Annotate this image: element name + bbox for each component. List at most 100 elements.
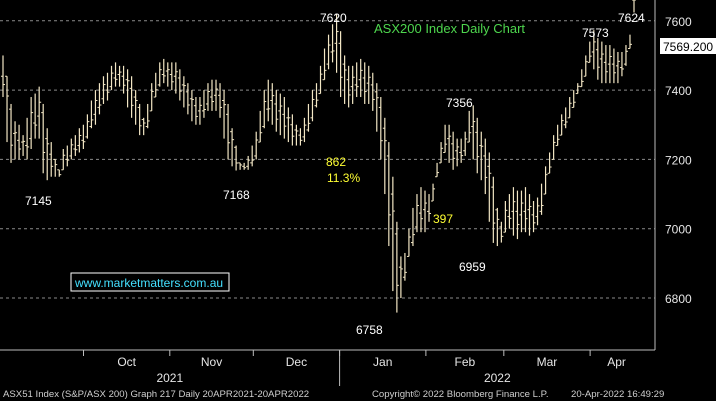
footer-timestamp: 20-Apr-2022 16:49:29 [571, 389, 664, 400]
ohlc-bar [423, 190, 428, 233]
x-year-label: 2022 [484, 371, 511, 385]
ohlc-bar [298, 128, 303, 146]
ohlc-bar [121, 65, 126, 94]
ohlc-bar [354, 62, 359, 98]
ohlc-bar [185, 83, 190, 115]
ohlc-bar [69, 138, 74, 160]
ohlc-bar [274, 90, 279, 132]
ohlc-bar [579, 69, 584, 88]
ohlc-bar [382, 117, 387, 195]
annotation-low-7145: 7145 [25, 194, 52, 208]
ohlc-bar [153, 72, 158, 98]
ohlc-bar [366, 65, 371, 104]
annotation-high-7624: 7624 [618, 11, 645, 25]
ohlc-bar [479, 131, 484, 181]
ohlc-bar [394, 221, 399, 313]
annotations: 7145 7168 7620 7356 6758 6959 7573 7624 … [25, 11, 645, 337]
ohlc-bar [515, 190, 520, 240]
ohlc-bar [61, 149, 66, 171]
y-tick-label: 7600 [665, 15, 692, 29]
ohlc-bar [451, 131, 456, 170]
last-price-tag-bg [660, 38, 716, 54]
y-tick-label: 7200 [665, 153, 692, 167]
ohlc-bar [193, 97, 198, 125]
ohlc-bar [551, 135, 556, 160]
y-tick-label: 7400 [665, 84, 692, 98]
ohlc-bar [623, 45, 628, 66]
ohlc-bar [314, 83, 319, 108]
ohlc-bar [571, 90, 576, 108]
ohlc-bar [93, 90, 98, 125]
ohlc-bar [278, 93, 283, 136]
x-month-label: Jan [373, 355, 392, 369]
ohlc-bar [197, 97, 202, 125]
ohlc-bar [218, 83, 223, 118]
ohlc-bar [475, 117, 480, 174]
annotation-rebound-points: 397 [433, 212, 453, 226]
ohlc-bar [141, 117, 146, 136]
ohlc-bar [519, 190, 524, 233]
ohlc-bar [242, 162, 247, 170]
ohlc-bar [294, 124, 299, 146]
ohlc-bar [226, 103, 231, 160]
ohlc-bar [117, 65, 122, 87]
y-axis: 6800 7000 7200 7400 7600 [654, 0, 692, 350]
ohlc-bar [447, 124, 452, 163]
annotation-low-6959: 6959 [459, 260, 486, 274]
ohlc-bar [555, 124, 560, 147]
ohlc-bar [410, 207, 415, 247]
ohlc-bar [535, 197, 540, 226]
ohlc-bar [547, 152, 552, 174]
ohlc-bar [607, 45, 612, 84]
ohlc-bar [334, 13, 339, 73]
ohlc-bar [65, 145, 70, 167]
ohlc-bar [463, 131, 468, 156]
ohlc-bar [286, 107, 291, 143]
ohlc-bar [611, 48, 616, 84]
ohlc-bar [471, 105, 476, 160]
ohlc-bar [599, 41, 604, 84]
ohlc-bar [173, 62, 178, 94]
ohlc-bar [491, 176, 496, 243]
ohlc-bar [587, 41, 592, 63]
ohlc-bar [559, 114, 564, 136]
ohlc-bar [49, 142, 54, 177]
ohlc-bar [21, 135, 26, 156]
ohlc-bar [455, 138, 460, 167]
ohlc-bar [435, 162, 440, 178]
ohlc-bar [201, 90, 206, 118]
ohlc-bar [133, 90, 138, 125]
ohlc-bar [77, 128, 82, 153]
ohlc-bar [161, 58, 166, 84]
ohlc-bar [467, 110, 472, 143]
ohlc-bar [129, 76, 134, 118]
ohlc-bar [595, 38, 600, 80]
ohlc-bar [250, 145, 255, 167]
ohlc-bar [222, 90, 227, 139]
ohlc-bar [483, 138, 488, 195]
footer-copyright: Copyright© 2022 Bloomberg Finance L.P. [372, 389, 549, 400]
annotation-rally-points: 862 [326, 155, 346, 169]
ohlc-bar [282, 97, 287, 139]
ohlc-bar [567, 97, 572, 119]
ohlc-bar [358, 58, 363, 98]
ohlc-bar [318, 65, 323, 95]
ohlc-bar [270, 83, 275, 125]
y-tick-label: 7000 [665, 223, 692, 237]
ohlc-bar [81, 124, 86, 150]
ohlc-bar [149, 83, 154, 112]
annotation-rally-percent: 11.3% [327, 171, 360, 185]
ohlc-bar [330, 24, 335, 63]
ohlc-bar [254, 131, 259, 160]
ohlc-bar [378, 97, 383, 160]
x-axis: Oct Nov Dec Jan Feb Mar Apr 2021 2022 [0, 349, 655, 386]
ohlc-bar [306, 103, 311, 132]
ohlc-bar [575, 83, 580, 95]
ohlc-bar [338, 31, 343, 98]
ohlc-bar [157, 62, 162, 87]
ohlc-bar [230, 128, 235, 167]
ohlc-bar [125, 69, 130, 108]
ohlc-bar [326, 34, 331, 70]
annotation-high-7573: 7573 [582, 26, 609, 40]
